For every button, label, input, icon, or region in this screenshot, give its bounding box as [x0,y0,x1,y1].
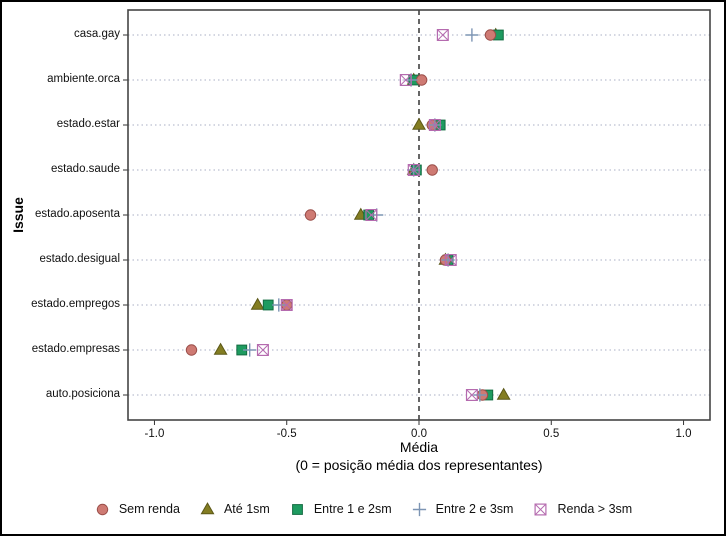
y-tick-label-estado.aposenta: estado.aposenta [34,208,120,220]
marker-entre-1-e-2sm [262,299,274,311]
marker-renda-3sm [428,118,441,131]
marker-entre-2-e-3sm [473,388,487,402]
circle-legend-icon [96,503,109,515]
plus-legend-icon [412,502,426,516]
crossed-square-legend-glyph [535,503,547,515]
marker-entre-2-e-3sm [243,343,257,357]
y-tick-label-ambiente.orca: ambiente.orca [47,73,120,85]
marker-renda-3sm [365,209,378,222]
y-tick-label-estado.estar: estado.estar [56,118,120,130]
marker-entre-2-e-3sm [465,28,479,42]
x-tick-label-1.0: 1.0 [675,428,692,440]
y-axis-title: Issue [10,197,26,233]
marker-renda-3sm [429,119,441,131]
marker-renda-3sm [437,29,449,41]
marker-sem-renda [304,209,317,221]
legend-item-at-1sm: Até 1sm [199,501,270,518]
marker-renda-3sm [407,164,420,176]
y-tick-label-estado.empresas: estado.empresas [31,343,120,355]
x-tick-label--0.5: -0.5 [276,428,297,440]
marker-at-1sm [496,387,511,400]
marker-entre-2-e-3sm [272,298,286,312]
plus-legend-glyph [412,502,426,516]
marker-sem-renda [415,74,428,86]
legend-label: Renda > 3sm [557,502,633,516]
y-tick-label-auto.posiciona: auto.posiciona [45,388,120,400]
x-axis-subtitle: (0 = posição média dos representantes) [295,457,543,473]
square-legend-glyph [291,503,303,515]
y-tick-label-estado.saude: estado.saude [50,163,120,175]
marker-at-1sm [250,297,265,310]
legend-label: Sem renda [118,502,180,516]
marker-entre-2-e-3sm [441,253,455,267]
square-legend-icon [291,503,303,515]
marker-renda-3sm [256,344,269,357]
legend-label: Até 1sm [223,502,270,516]
panel-border [127,9,711,421]
legend-item-renda-3sm: Renda > 3sm [532,501,632,518]
marker-at-1sm [213,342,228,355]
legend-label: Entre 1 e 2sm [313,502,392,516]
triangle-legend-glyph [200,501,215,514]
marker-renda-3sm [280,299,293,311]
y-tick-label-estado.desigual: estado.desigual [39,253,120,265]
marker-renda-3sm [466,389,478,401]
legend-item-sem-renda: Sem renda [94,501,180,518]
x-tick-label--1.0: -1.0 [144,428,165,440]
y-tick-label-estado.empregos: estado.empregos [31,298,120,310]
marker-renda-3sm [444,254,457,266]
marker-renda-3sm [465,389,478,402]
marker-renda-3sm [399,73,412,86]
crossed-square-legend-glyph [534,502,547,516]
marker-renda-3sm [436,29,449,42]
x-tick-label-0.5: 0.5 [543,428,560,440]
marker-renda-3sm [400,74,412,86]
marker-renda-3sm [280,299,293,312]
marker-renda-3sm [407,164,420,177]
marker-renda-3sm [257,344,269,356]
legend-label: Entre 2 e 3sm [435,502,514,516]
marker-sem-renda [426,164,438,176]
legend-item-entre-2-e-3sm: Entre 2 e 3sm [411,501,514,518]
x-axis-title: Média [399,439,439,455]
x-tick-label-0.0: 0.0 [411,428,427,440]
marker-renda-3sm [444,254,457,267]
legend: Sem renda Até 1sm Entre 1 e 2sm Entre 2 e 3… [2,494,724,524]
y-tick-label-casa.gay: casa.gay [73,28,120,40]
marker-at-1sm [412,117,426,130]
marker-sem-renda [484,29,497,41]
legend-item-entre-1-e-2sm: Entre 1 e 2sm [289,501,392,518]
circle-legend-glyph [96,503,109,515]
marker-sem-renda [185,344,198,356]
crossed-square-legend-icon [534,502,547,516]
marker-renda-3sm [365,209,378,221]
triangle-legend-icon [200,501,215,514]
